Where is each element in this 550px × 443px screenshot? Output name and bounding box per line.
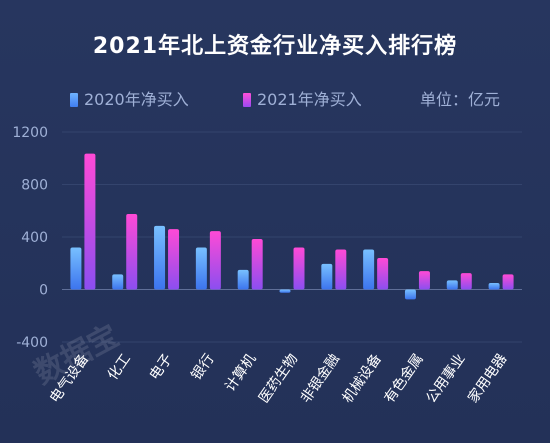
legend-label-2021: 2021年净买入 <box>257 90 362 109</box>
y-tick-label: 400 <box>21 230 48 246</box>
bar-2020 <box>70 247 82 290</box>
bar-2021 <box>502 274 514 290</box>
bar-2021 <box>293 247 305 290</box>
legend-label-2020: 2020年净买入 <box>84 90 189 109</box>
x-tick-label: 银行 <box>188 351 217 383</box>
bar-2020 <box>363 249 375 290</box>
legend-swatch-2020 <box>70 93 78 107</box>
x-tick-label: 家用电器 <box>464 351 510 407</box>
y-tick-label: 0 <box>39 283 48 299</box>
bar-2020 <box>488 282 500 290</box>
x-tick-label: 机械设备 <box>339 351 385 407</box>
bar-2021 <box>84 153 96 290</box>
bar-2021 <box>460 273 472 290</box>
bar-2020 <box>404 289 416 300</box>
bar-2020 <box>279 289 291 293</box>
legend-swatch-2021 <box>243 93 251 107</box>
legend-item-2021: 2021年净买入 <box>243 90 362 110</box>
x-tick-label: 非银金融 <box>298 351 343 406</box>
y-tick-label: -400 <box>16 335 48 351</box>
bar-2021 <box>251 238 263 290</box>
bar-2020 <box>321 263 333 290</box>
y-tick-label: 1200 <box>12 125 48 141</box>
bar-2021 <box>126 214 138 290</box>
x-tick-label: 电气设备 <box>46 351 92 407</box>
bar-2020 <box>446 280 458 290</box>
x-tick-label: 公用事业 <box>423 351 468 406</box>
bar-2021 <box>377 258 389 290</box>
bar-2020 <box>237 269 249 290</box>
bar-2020 <box>154 225 166 290</box>
x-tick-label: 电子 <box>147 351 176 383</box>
x-tick-label: 化工 <box>105 351 134 383</box>
chart-title: 2021年北上资金行业净买入排行榜 <box>92 34 458 59</box>
x-tick-label: 有色金属 <box>381 351 427 407</box>
bar-2021 <box>418 271 430 290</box>
legend-item-2020: 2020年净买入 <box>70 90 189 110</box>
x-tick-label: 计算机 <box>222 351 259 395</box>
y-tick-label: 800 <box>21 178 48 194</box>
x-tick-label: 医药生物 <box>256 351 301 406</box>
bar-2020 <box>195 247 207 290</box>
unit-note: 单位：亿元 <box>420 90 501 109</box>
bar-2020 <box>112 274 124 290</box>
bar-2021 <box>335 249 347 290</box>
bar-2021 <box>209 231 221 290</box>
bar-2021 <box>168 229 180 290</box>
